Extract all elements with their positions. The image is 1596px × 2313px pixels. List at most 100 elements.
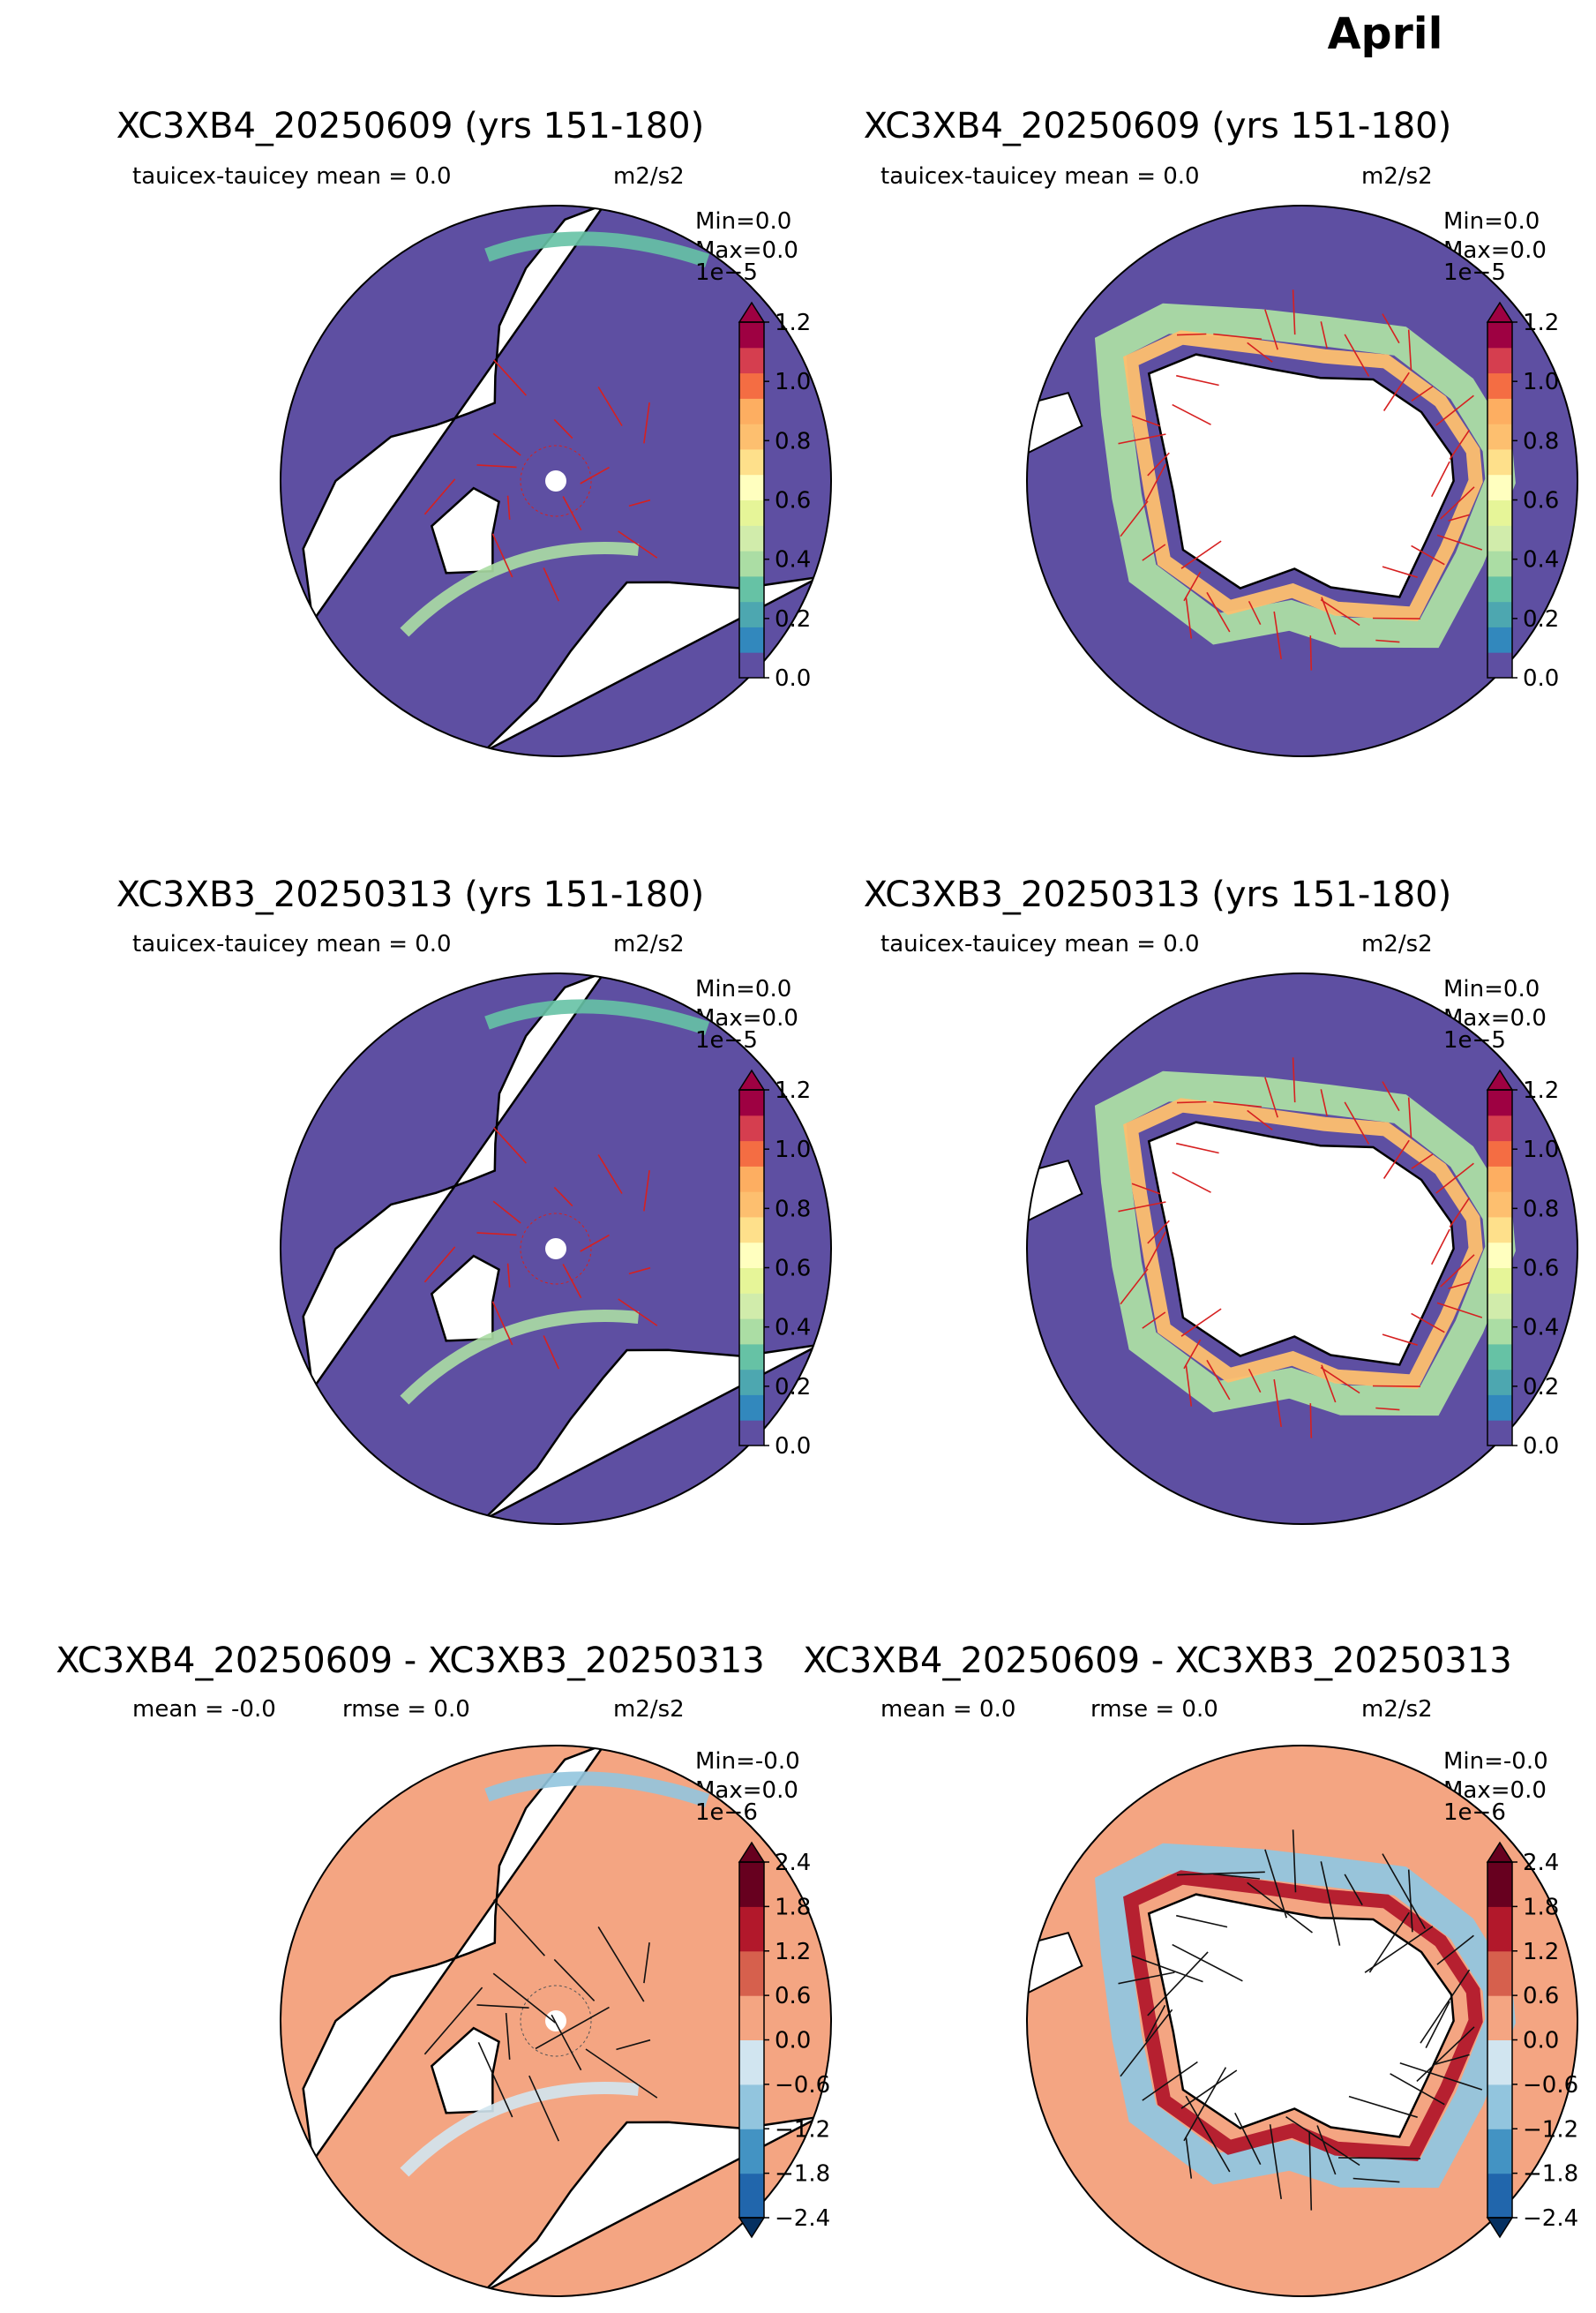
quiver-arrow — [1176, 1100, 1207, 1104]
colorbar-tick-label: 0.8 — [1523, 428, 1559, 454]
quiver-arrow — [1206, 1359, 1231, 1401]
panel-stat: tauicex-tauicey mean = 0.0 — [132, 163, 452, 190]
panel-units: m2/s2 — [1361, 163, 1433, 190]
quiver-arrow — [1449, 1197, 1471, 1228]
quiver-arrow — [1309, 1403, 1313, 1438]
quiver-arrow — [643, 1169, 650, 1212]
quiver-arrow — [1436, 1302, 1483, 1318]
quiver-arrow — [1375, 639, 1400, 643]
ice-edge-band — [1123, 1098, 1483, 1389]
colorbar-tick-label: 0.0 — [1523, 665, 1559, 692]
colorbar-tick-label: 0.0 — [775, 2028, 811, 2054]
quiver-arrow — [1247, 1881, 1313, 1934]
quiver-arrow — [1448, 514, 1470, 522]
quiver-arrow — [618, 1298, 658, 1326]
quiver-arrow — [528, 2075, 560, 2142]
colorbar-segment — [1487, 1394, 1512, 1421]
quiver-arrow — [1416, 2026, 1475, 2082]
quiver-arrow — [1436, 1934, 1474, 1965]
colorbar-segment — [739, 1090, 764, 1116]
panel-stat: tauicex-tauicey mean = 0.0 — [132, 931, 452, 957]
ice-edge-band — [484, 1771, 710, 1807]
colorbar-segment — [1487, 424, 1512, 450]
quiver-arrow — [1142, 2061, 1198, 2101]
quiver-arrow — [1176, 1871, 1265, 1876]
colorbar-segment — [739, 1293, 764, 1319]
colorbar-tick-label: 0.2 — [1523, 606, 1559, 633]
quiver-arrow — [1213, 333, 1263, 341]
map-boundary — [280, 1745, 832, 2297]
quiver-arrow — [1407, 329, 1412, 371]
colorbar-segment — [739, 1191, 764, 1218]
colorbar-tick-label: 0.8 — [775, 428, 811, 454]
quiver-arrow — [1292, 1829, 1297, 1893]
quiver-arrow — [1131, 1183, 1161, 1195]
quiver-arrow — [585, 2048, 658, 2099]
colorbar-segment — [1487, 322, 1512, 349]
quiver-arrow — [580, 466, 610, 484]
panel-min: Min=0.0 — [695, 976, 791, 1003]
land-mass — [1027, 391, 1083, 455]
ice-edge-band — [400, 2082, 640, 2177]
colorbar-segment — [739, 1995, 764, 2040]
quiver-arrow — [476, 2004, 529, 2009]
colorbar-tick-label: 1.2 — [775, 310, 811, 336]
colorbar-tick-label: 0.6 — [1523, 1983, 1559, 2009]
quiver-arrow — [1375, 1407, 1400, 1411]
quiver-arrow — [1382, 1853, 1427, 1929]
ice-edge-band — [1094, 303, 1516, 649]
quiver-arrow — [1147, 1220, 1170, 1244]
antarctica — [1147, 1893, 1455, 2138]
colorbar-segment — [1487, 1906, 1512, 1952]
panel-title: XC3XB4_20250609 - XC3XB3_20250313 — [56, 1641, 764, 1681]
quiver-arrow — [628, 1266, 651, 1275]
quiver-arrow — [553, 1958, 596, 2001]
colorbar-segment — [739, 1950, 764, 1996]
quiver-arrow — [1180, 2069, 1238, 2109]
panel-units: m2/s2 — [1361, 1696, 1433, 1723]
quiver-arrow — [1372, 617, 1421, 620]
quiver-arrow — [491, 533, 513, 578]
colorbar-segment — [1487, 1267, 1512, 1294]
quiver-arrow — [1320, 1089, 1328, 1116]
quiver-arrow — [1142, 1311, 1166, 1329]
colorbar-segment — [1487, 1090, 1512, 1116]
panel-units: m2/s2 — [613, 931, 685, 957]
quiver-arrow — [1213, 1873, 1260, 1880]
colorbar-segment — [1487, 1318, 1512, 1345]
colorbar-tick-label: 0.4 — [775, 547, 811, 574]
quiver-arrow — [1118, 1201, 1166, 1213]
quiver-arrow — [1234, 2112, 1262, 2166]
colorbar-tick-label: 1.0 — [1523, 369, 1559, 395]
land-mass — [482, 1343, 820, 1521]
colorbar-tick-label: 0.6 — [1523, 1256, 1559, 1282]
quiver-arrow — [1320, 598, 1360, 627]
colorbar-segment — [1487, 1242, 1512, 1268]
quiver-arrow — [423, 478, 456, 515]
map-boundary — [1026, 1745, 1578, 2297]
quiver-arrow — [1321, 597, 1337, 635]
ice-edge-band — [484, 231, 710, 267]
colorbar-segment — [739, 424, 764, 450]
map-area — [281, 973, 831, 1524]
colorbar-segment — [739, 1140, 764, 1167]
colorbar-segment — [1487, 1115, 1512, 1142]
quiver-arrow — [1248, 600, 1262, 626]
colorbar-segment — [1487, 398, 1512, 424]
quiver-arrow — [1118, 1971, 1175, 1985]
colorbar-segment — [739, 525, 764, 552]
quiver-arrow — [1247, 1109, 1273, 1130]
map-area — [1027, 1746, 1577, 2296]
quiver-arrow — [1368, 1911, 1410, 1973]
map-boundary — [1026, 205, 1578, 757]
colorbar-segment — [1487, 2173, 1512, 2219]
colorbar-segment — [1487, 499, 1512, 526]
colorbar-tick-label: 0.4 — [1523, 547, 1559, 574]
map-area — [281, 1746, 831, 2296]
quiver-arrow — [1440, 486, 1475, 520]
land-mass — [1027, 1159, 1083, 1223]
colorbar-tick-label: 1.8 — [1523, 1894, 1559, 1920]
colorbar-tick-label: 1.8 — [775, 1894, 811, 1920]
